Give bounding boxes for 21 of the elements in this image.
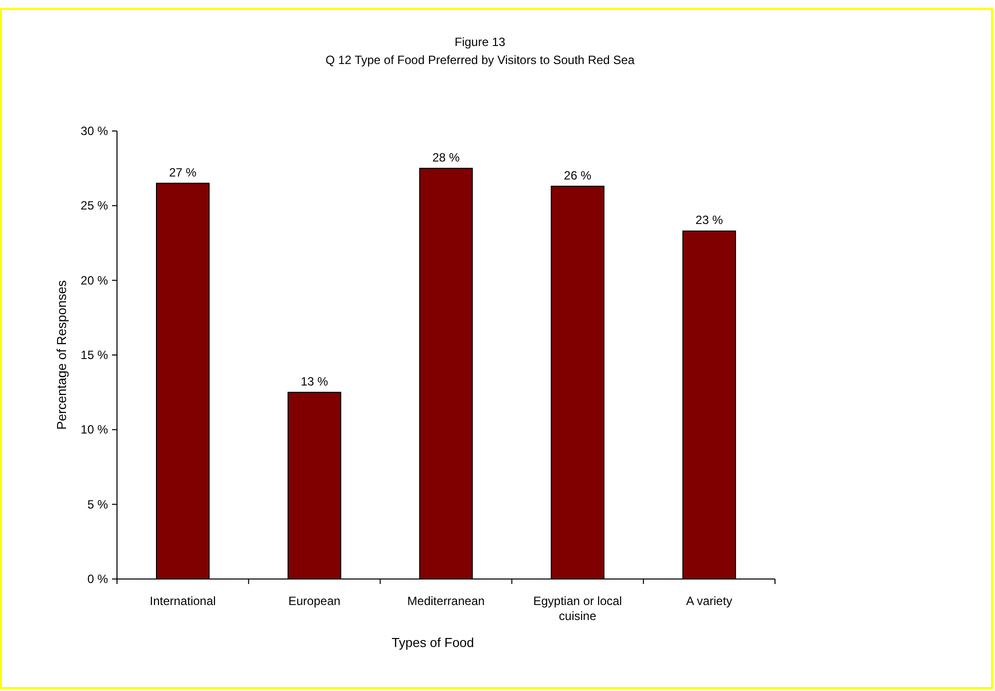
y-tick-label: 25 % <box>80 198 108 213</box>
data-label: 27 % <box>169 165 197 180</box>
data-label: 23 % <box>696 213 724 228</box>
y-tick-label: 10 % <box>80 422 108 437</box>
x-tick-label: A variety <box>686 594 732 608</box>
y-tick-label: 5 % <box>87 497 108 512</box>
x-tick-label: European <box>288 594 340 608</box>
x-tick-label: Mediterranean <box>407 594 485 608</box>
x-axis-title: Types of Food <box>392 635 474 650</box>
y-tick-label: 0 % <box>87 572 108 586</box>
chart-title: Figure 13 <box>454 35 506 49</box>
x-tick-label: International <box>150 594 216 608</box>
y-tick-label: 15 % <box>80 348 108 362</box>
chart-subtitle: Q 12 Type of Food Preferred by Visitors to South Red Sea <box>325 53 635 67</box>
data-label: 26 % <box>564 168 592 182</box>
data-label: 13 % <box>300 374 328 388</box>
data-label: 28 % <box>432 150 460 164</box>
y-tick-label: 30 % <box>80 124 108 138</box>
y-axis-title: Percentage of Responses <box>54 280 69 430</box>
y-tick-label: 20 % <box>80 273 108 288</box>
x-tick-label: Egyptian or local cuisine <box>533 594 622 623</box>
